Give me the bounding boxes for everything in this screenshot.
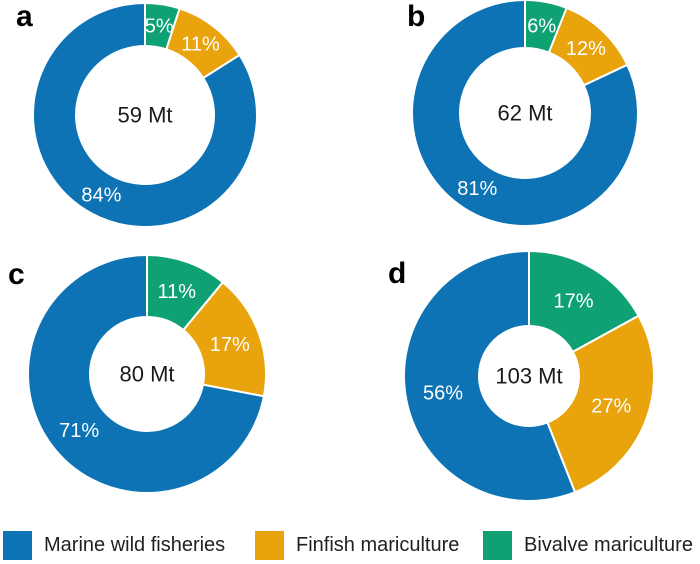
slice-b-marine-wild-fisheries [411,0,639,227]
slice-d-finfish-mariculture [546,314,655,494]
legend-swatch-finfish-mariculture [255,531,284,560]
center-total-d: 103 Mt [495,364,562,389]
legend-item-marine-wild-fisheries: Marine wild fisheries [3,531,225,560]
legend-item-bivalve-mariculture: Bivalve mariculture [483,531,693,560]
donut-charts-svg: 5% 11% 84% 59 Mt a 6% 12% 81% 62 Mt b 11% 17% 71% 80 … [8,0,655,502]
slice-label-d-marine-wild-fisheries: 56% [423,382,463,404]
donut-chart-b: 6% 12% 81% 62 Mt b [407,0,639,227]
panel-letter-a: a [16,0,33,33]
donut-chart-c: 11% 17% 71% 80 Mt c [8,253,267,494]
slice-label-c-bivalve-mariculture: 11% [158,281,197,303]
center-total-c: 80 Mt [119,362,174,387]
panel-letter-c: c [8,258,25,291]
slice-d-marine-wild-fisheries [403,249,577,502]
legend-label-finfish-mariculture: Finfish mariculture [296,534,460,556]
legend-label-marine-wild-fisheries: Marine wild fisheries [44,534,226,556]
legend-swatch-marine-wild-fisheries [3,531,32,560]
center-total-a: 59 Mt [117,103,172,128]
slice-label-d-bivalve-mariculture: 17% [553,291,593,313]
legend-label-bivalve-mariculture: Bivalve mariculture [524,534,693,556]
slice-label-b-bivalve-mariculture: 6% [527,16,556,38]
panel-letter-d: d [388,257,406,290]
slice-label-a-finfish-mariculture: 11% [181,34,220,56]
slice-a-marine-wild-fisheries [32,1,258,228]
slice-label-c-marine-wild-fisheries: 71% [59,420,99,442]
slice-label-a-marine-wild-fisheries: 84% [81,184,121,206]
panel-letter-b: b [407,0,425,33]
legend-swatch-bivalve-mariculture [483,531,512,560]
slice-label-d-finfish-mariculture: 27% [591,396,631,418]
slice-label-b-marine-wild-fisheries: 81% [457,178,497,200]
slice-c-marine-wild-fisheries [27,253,266,494]
center-total-b: 62 Mt [497,101,552,126]
slice-label-c-finfish-mariculture: 17% [210,334,250,356]
slice-d-bivalve-mariculture [528,249,640,354]
donut-chart-a: 5% 11% 84% 59 Mt a [16,0,258,228]
legend-item-finfish-mariculture: Finfish mariculture [255,531,459,560]
slice-label-a-bivalve-mariculture: 5% [145,16,174,38]
slice-label-b-finfish-mariculture: 12% [566,38,606,60]
donut-chart-d: 17% 27% 56% 103 Mt d [388,249,655,502]
